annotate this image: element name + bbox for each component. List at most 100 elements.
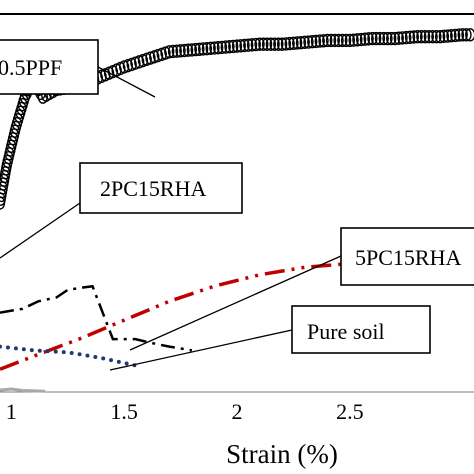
ppf-marker bbox=[337, 33, 348, 48]
ppf-marker bbox=[250, 37, 262, 52]
ppf-marker bbox=[246, 38, 258, 52]
ppf-marker bbox=[149, 50, 160, 64]
ppf-marker bbox=[299, 35, 310, 50]
ppf-marker bbox=[419, 29, 431, 44]
ppf-marker bbox=[190, 42, 201, 57]
ppf-marker bbox=[386, 31, 397, 46]
ppf-marker bbox=[288, 36, 299, 50]
ppf-marker bbox=[404, 30, 416, 45]
ppf-marker bbox=[314, 34, 325, 48]
ppf-marker bbox=[261, 37, 273, 51]
ppf-marker bbox=[152, 48, 164, 63]
ppf-marker bbox=[194, 42, 205, 56]
ppf-marker bbox=[348, 33, 359, 47]
series-3 bbox=[0, 254, 474, 371]
ppf-marker bbox=[352, 33, 363, 47]
ppf-marker bbox=[461, 28, 472, 42]
ppf-marker bbox=[224, 40, 235, 54]
callout-2: 2PC15RHA bbox=[0, 162, 243, 259]
callout-4: Pure soil bbox=[109, 305, 431, 371]
callout-box bbox=[0, 39, 99, 95]
ppf-marker bbox=[329, 33, 341, 48]
callout-box bbox=[340, 227, 474, 286]
ppf-marker bbox=[355, 32, 367, 47]
ppf-marker bbox=[167, 44, 179, 59]
ppf-marker bbox=[431, 29, 442, 44]
ppf-marker bbox=[186, 43, 198, 57]
ppf-marker bbox=[318, 34, 329, 48]
ppf-marker bbox=[378, 31, 389, 46]
ppf-marker bbox=[449, 28, 461, 43]
ppf-marker bbox=[269, 37, 280, 51]
ppf-marker bbox=[340, 33, 352, 48]
callout-3: 5PC15RHA bbox=[129, 227, 474, 351]
ppf-marker bbox=[344, 33, 356, 48]
ppf-marker bbox=[382, 31, 393, 46]
series-line-4 bbox=[0, 344, 138, 368]
series-4 bbox=[0, 344, 138, 368]
ppf-marker bbox=[220, 40, 231, 54]
callout-box bbox=[79, 162, 243, 214]
ppf-marker bbox=[412, 29, 423, 44]
series-1 bbox=[0, 28, 474, 210]
ppf-marker bbox=[276, 37, 288, 51]
ppf-marker bbox=[465, 28, 474, 42]
ppf-marker bbox=[363, 32, 374, 46]
ppf-marker bbox=[235, 39, 246, 53]
callout-leader bbox=[129, 255, 342, 351]
callout-group: 0.5PPF 2PC15RHA 5PC15RHA Pure soil bbox=[0, 39, 474, 371]
series-line-5 bbox=[0, 387, 46, 393]
ppf-marker bbox=[434, 29, 446, 44]
ppf-marker bbox=[389, 31, 401, 46]
ppf-marker bbox=[423, 29, 435, 44]
ppf-marker bbox=[164, 45, 175, 59]
callout-label: 2PC15RHA bbox=[100, 176, 206, 201]
callout-box bbox=[291, 305, 431, 354]
ppf-marker bbox=[427, 29, 438, 44]
ppf-marker bbox=[231, 39, 243, 53]
callout-label: 0.5PPF bbox=[0, 55, 62, 80]
ppf-marker bbox=[393, 31, 404, 45]
callout-leader bbox=[0, 202, 81, 259]
ppf-marker bbox=[243, 38, 254, 52]
callout-leader bbox=[109, 329, 293, 371]
ppf-marker bbox=[197, 42, 209, 56]
series-2 bbox=[0, 284, 193, 352]
ppf-marker bbox=[273, 37, 284, 51]
series-line-3 bbox=[0, 254, 474, 371]
x-tick-label: 2 bbox=[232, 399, 243, 424]
ppf-marker bbox=[333, 33, 344, 48]
ppf-marker bbox=[322, 33, 333, 48]
ppf-marker bbox=[182, 43, 194, 57]
ppf-marker bbox=[367, 31, 378, 46]
ppf-marker bbox=[295, 35, 307, 50]
x-axis-title: Strain (%) bbox=[226, 439, 338, 469]
x-tick-labels: 1 1.5 2 2.5 bbox=[6, 399, 364, 424]
ppf-marker bbox=[370, 31, 382, 46]
ppf-marker bbox=[122, 58, 134, 73]
ppf-marker bbox=[216, 40, 228, 55]
ppf-marker bbox=[141, 52, 152, 67]
ppf-marker bbox=[209, 41, 220, 55]
ppf-marker bbox=[258, 37, 269, 51]
x-tick-label: 2.5 bbox=[336, 399, 364, 424]
ppf-marker bbox=[307, 35, 318, 49]
ppf-marker bbox=[303, 35, 314, 49]
ppf-marker bbox=[239, 38, 250, 53]
ppf-marker bbox=[201, 41, 213, 56]
ppf-marker bbox=[126, 57, 137, 72]
ppf-marker bbox=[118, 60, 130, 74]
ppf-marker bbox=[457, 28, 468, 42]
ppf-marker bbox=[145, 51, 156, 65]
ppf-marker bbox=[160, 46, 171, 60]
ppf-marker bbox=[397, 31, 408, 45]
ppf-marker bbox=[310, 34, 322, 49]
ppf-marker bbox=[416, 29, 427, 44]
ppf-marker bbox=[446, 29, 457, 43]
x-tick-label: 1.5 bbox=[110, 399, 138, 424]
ppf-marker bbox=[133, 55, 145, 69]
ppf-marker bbox=[359, 32, 371, 46]
ppf-marker bbox=[212, 41, 224, 55]
ppf-marker bbox=[137, 53, 149, 68]
